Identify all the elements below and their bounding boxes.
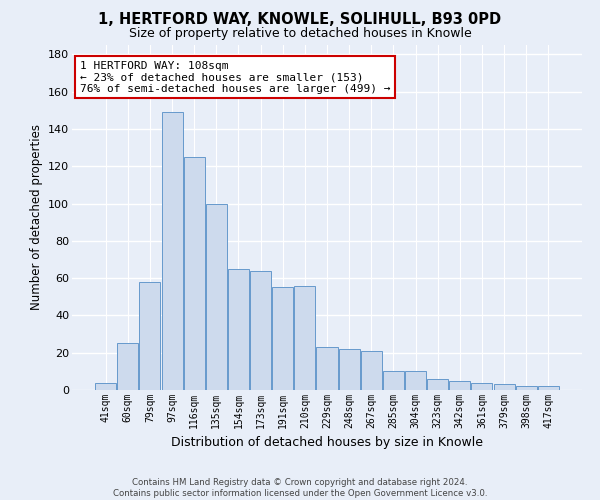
- Bar: [449, 380, 470, 390]
- Bar: [118, 344, 139, 390]
- Bar: [405, 372, 426, 390]
- Bar: [228, 269, 249, 390]
- Bar: [272, 288, 293, 390]
- Bar: [494, 384, 515, 390]
- Bar: [538, 386, 559, 390]
- Bar: [206, 204, 227, 390]
- Bar: [427, 379, 448, 390]
- Bar: [338, 349, 359, 390]
- Bar: [95, 382, 116, 390]
- Bar: [139, 282, 160, 390]
- Text: Size of property relative to detached houses in Knowle: Size of property relative to detached ho…: [128, 28, 472, 40]
- Bar: [515, 386, 536, 390]
- Bar: [250, 270, 271, 390]
- Bar: [383, 372, 404, 390]
- Bar: [316, 347, 338, 390]
- Bar: [361, 351, 382, 390]
- Text: 1, HERTFORD WAY, KNOWLE, SOLIHULL, B93 0PD: 1, HERTFORD WAY, KNOWLE, SOLIHULL, B93 0…: [98, 12, 502, 28]
- Text: 1 HERTFORD WAY: 108sqm
← 23% of detached houses are smaller (153)
76% of semi-de: 1 HERTFORD WAY: 108sqm ← 23% of detached…: [80, 60, 390, 94]
- Bar: [295, 286, 316, 390]
- Text: Contains HM Land Registry data © Crown copyright and database right 2024.
Contai: Contains HM Land Registry data © Crown c…: [113, 478, 487, 498]
- Bar: [161, 112, 182, 390]
- Bar: [472, 382, 493, 390]
- X-axis label: Distribution of detached houses by size in Knowle: Distribution of detached houses by size …: [171, 436, 483, 450]
- Y-axis label: Number of detached properties: Number of detached properties: [29, 124, 43, 310]
- Bar: [184, 157, 205, 390]
